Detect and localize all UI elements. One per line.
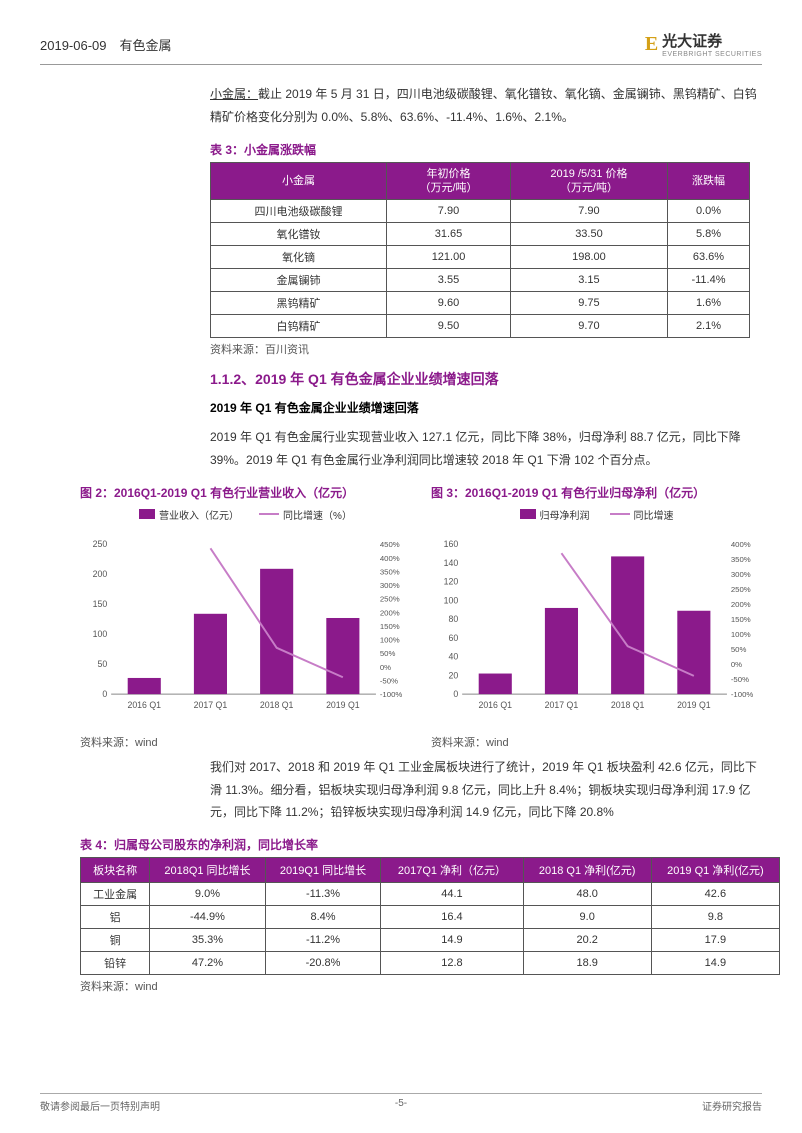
- svg-text:100%: 100%: [380, 635, 400, 644]
- svg-text:2018 Q1: 2018 Q1: [260, 700, 294, 710]
- svg-text:2016 Q1: 2016 Q1: [478, 700, 512, 710]
- svg-text:-100%: -100%: [380, 690, 403, 699]
- svg-text:250%: 250%: [731, 585, 751, 594]
- footer-left: 敬请参阅最后一页特别声明: [40, 1098, 160, 1113]
- svg-text:2019 Q1: 2019 Q1: [326, 700, 360, 710]
- brand-logo: E 光大证券 EVERBRIGHT SECURITIES: [645, 30, 762, 58]
- logo-icon: E: [645, 33, 658, 56]
- svg-text:0: 0: [102, 689, 107, 699]
- svg-text:300%: 300%: [380, 581, 400, 590]
- page-footer: 敬请参阅最后一页特别声明 -5- 证券研究报告: [40, 1093, 762, 1113]
- svg-text:250: 250: [93, 539, 108, 549]
- svg-text:40: 40: [449, 651, 459, 661]
- brand-name-en: EVERBRIGHT SECURITIES: [662, 51, 762, 58]
- svg-text:150%: 150%: [380, 622, 400, 631]
- chart3-title: 图 3：2016Q1-2019 Q1 有色行业归母净利（亿元）: [431, 484, 762, 501]
- svg-text:200: 200: [93, 569, 108, 579]
- section-heading: 1.1.2、2019 年 Q1 有色金属企业业绩增速回落: [210, 369, 762, 389]
- section-subheading: 2019 年 Q1 有色金属企业业绩增速回落: [210, 399, 762, 416]
- table4-source: 资料来源：wind: [80, 978, 762, 994]
- svg-text:450%: 450%: [380, 540, 400, 549]
- chart2-source: 资料来源：wind: [80, 734, 411, 750]
- chart3-block: 图 3：2016Q1-2019 Q1 有色行业归母净利（亿元） 归母净利润 同比…: [431, 484, 762, 750]
- table4: 板块名称2018Q1 同比增长2019Q1 同比增长2017Q1 净利（亿元）2…: [80, 857, 780, 975]
- page-header: 2019-06-09 有色金属 E 光大证券 EVERBRIGHT SECURI…: [40, 30, 762, 65]
- brand-name: 光大证券: [662, 30, 762, 51]
- svg-text:400%: 400%: [380, 554, 400, 563]
- chart3-source: 资料来源：wind: [431, 734, 762, 750]
- chart-row: 图 2：2016Q1-2019 Q1 有色行业营业收入（亿元） 营业收入（亿元）…: [80, 484, 762, 750]
- svg-text:100%: 100%: [731, 630, 751, 639]
- chart3-legend: 归母净利润 同比增速: [431, 507, 762, 522]
- table3-caption: 表 3：小金属涨跌幅: [210, 141, 762, 158]
- svg-text:50: 50: [98, 659, 108, 669]
- chart2-title: 图 2：2016Q1-2019 Q1 有色行业营业收入（亿元）: [80, 484, 411, 501]
- table4-caption: 表 4：归属母公司股东的净利润，同比增长率: [80, 836, 762, 853]
- svg-text:0%: 0%: [380, 663, 391, 672]
- svg-text:150: 150: [93, 599, 108, 609]
- svg-text:400%: 400%: [731, 540, 751, 549]
- svg-text:60: 60: [449, 633, 459, 643]
- svg-text:100: 100: [93, 629, 108, 639]
- svg-text:20: 20: [449, 670, 459, 680]
- svg-text:2017 Q1: 2017 Q1: [194, 700, 228, 710]
- chart2-block: 图 2：2016Q1-2019 Q1 有色行业营业收入（亿元） 营业收入（亿元）…: [80, 484, 411, 750]
- section-para1: 2019 年 Q1 有色金属行业实现营业收入 127.1 亿元，同比下降 38%…: [210, 426, 762, 472]
- svg-text:2016 Q1: 2016 Q1: [127, 700, 161, 710]
- chart3-svg: 0 20 40 60 80 100 120 140 160 -100% -50% 0% 50% 100% 1…: [431, 526, 762, 726]
- intro-paragraph: 小金属：截止 2019 年 5 月 31 日，四川电池级碳酸锂、氧化镨钕、氧化镝…: [210, 83, 762, 129]
- svg-text:250%: 250%: [380, 594, 400, 603]
- svg-text:2017 Q1: 2017 Q1: [545, 700, 579, 710]
- svg-text:150%: 150%: [731, 615, 751, 624]
- para2: 我们对 2017、2018 和 2019 年 Q1 工业金属板块进行了统计，20…: [210, 756, 762, 824]
- svg-text:160: 160: [444, 539, 459, 549]
- footer-right: 证券研究报告: [702, 1098, 762, 1113]
- svg-text:50%: 50%: [731, 645, 747, 654]
- svg-text:0%: 0%: [731, 660, 742, 669]
- svg-text:2018 Q1: 2018 Q1: [611, 700, 645, 710]
- svg-text:80: 80: [449, 614, 459, 624]
- chart2-svg: 0 50 100 150 200 250 -100% -50% 0% 50% 100% 150% 200…: [80, 526, 411, 726]
- svg-text:-50%: -50%: [380, 676, 398, 685]
- svg-text:200%: 200%: [380, 608, 400, 617]
- svg-text:-100%: -100%: [731, 690, 754, 699]
- svg-text:50%: 50%: [380, 649, 396, 658]
- svg-text:200%: 200%: [731, 600, 751, 609]
- svg-text:140: 140: [444, 558, 459, 568]
- svg-text:2019 Q1: 2019 Q1: [677, 700, 711, 710]
- chart2-legend: 营业收入（亿元） 同比增速（%）: [80, 507, 411, 522]
- svg-text:100: 100: [444, 595, 459, 605]
- svg-text:300%: 300%: [731, 570, 751, 579]
- header-date-category: 2019-06-09 有色金属: [40, 35, 172, 54]
- svg-text:350%: 350%: [731, 555, 751, 564]
- footer-page-num: -5-: [395, 1098, 407, 1109]
- svg-text:-50%: -50%: [731, 675, 749, 684]
- svg-text:350%: 350%: [380, 567, 400, 576]
- svg-text:120: 120: [444, 576, 459, 586]
- table3: 小金属年初价格（万元/吨）2019 /5/31 价格（万元/吨）涨跌幅 四川电池…: [210, 162, 750, 339]
- table3-source: 资料来源：百川资讯: [210, 341, 762, 357]
- svg-text:0: 0: [453, 689, 458, 699]
